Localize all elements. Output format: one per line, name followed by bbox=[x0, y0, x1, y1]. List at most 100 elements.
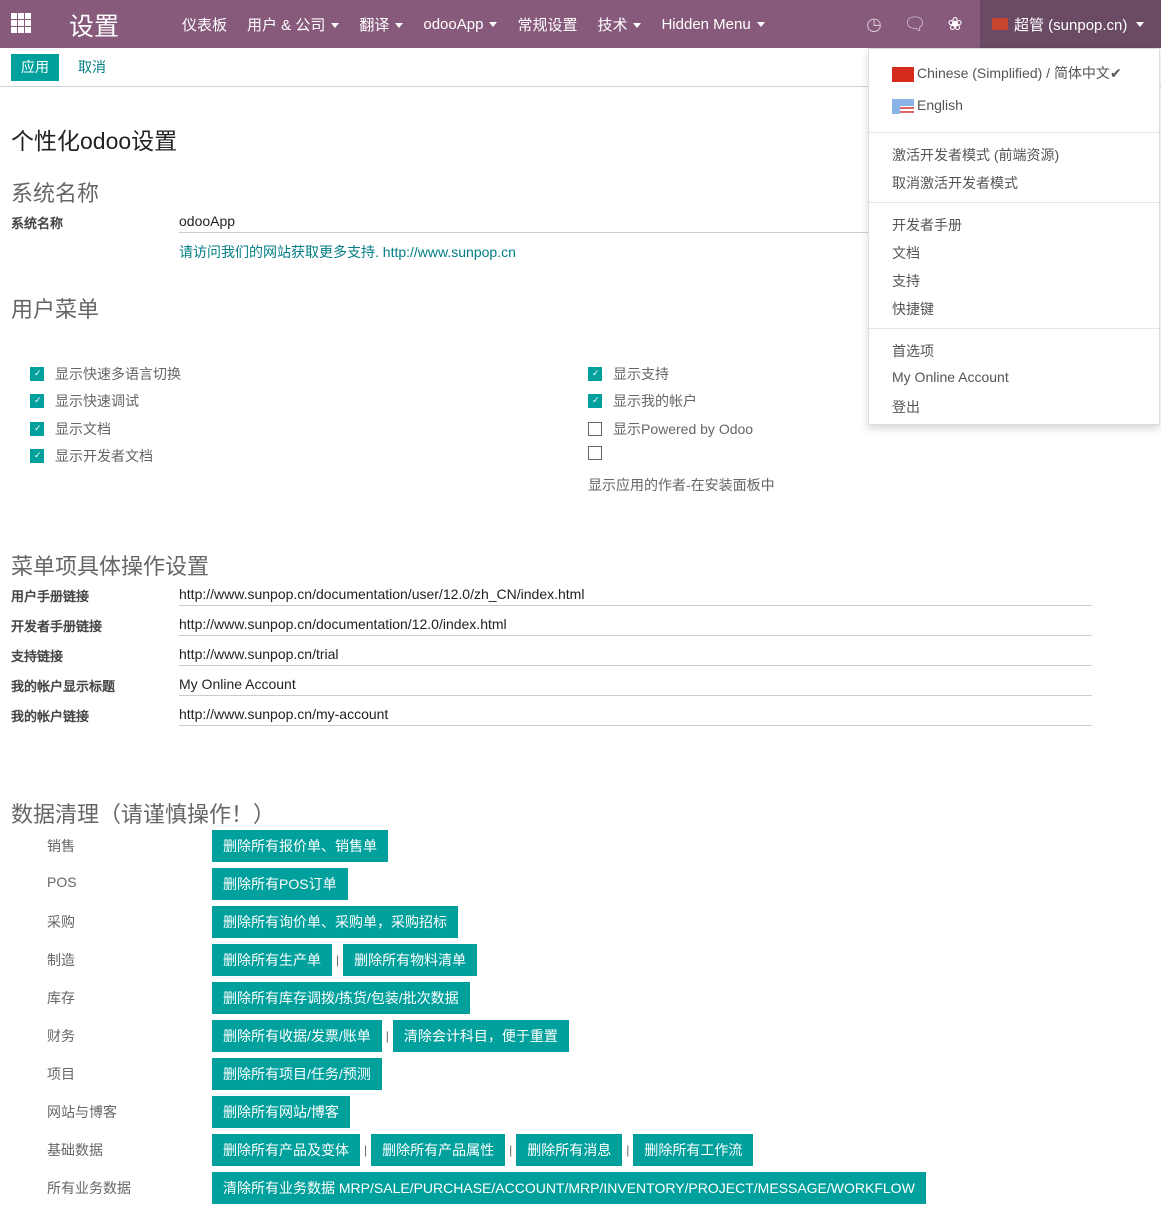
apply-button[interactable]: 应用 bbox=[11, 54, 59, 81]
dropdown-item[interactable]: My Online Account bbox=[892, 369, 1009, 385]
checkbox-option[interactable]: 显示支持 bbox=[588, 364, 669, 384]
menu-item-label: 用户 & 公司 bbox=[247, 16, 326, 34]
cleanup-label: 销售 bbox=[47, 838, 75, 854]
china-flag-icon bbox=[892, 66, 914, 82]
menu-item[interactable]: 常规设置 bbox=[507, 14, 587, 35]
menu-item[interactable]: 翻译 bbox=[349, 14, 413, 35]
cleanup-button[interactable]: 删除所有询价单、采购单，采购招标 bbox=[212, 906, 458, 938]
app-title: 设置 bbox=[69, 13, 120, 41]
menu-item-label: 翻译 bbox=[359, 16, 390, 34]
cleanup-label: 财务 bbox=[47, 1028, 75, 1044]
checkbox-option[interactable]: 显示我的帐户 bbox=[588, 391, 697, 411]
menu-item[interactable]: Hidden Menu bbox=[651, 16, 774, 33]
cleanup-button[interactable]: 删除所有网站/博客 bbox=[212, 1096, 350, 1128]
menu-item[interactable]: 技术 bbox=[587, 14, 651, 35]
checkbox[interactable] bbox=[588, 367, 602, 381]
dropdown-item[interactable]: 支持 bbox=[892, 273, 920, 289]
user-name: 超管 (sunpop.cn) bbox=[1014, 16, 1128, 34]
clock-icon[interactable]: ◷ bbox=[866, 13, 882, 34]
cleanup-button[interactable]: 删除所有物料清单 bbox=[343, 944, 478, 976]
divider bbox=[869, 328, 1159, 329]
checkbox[interactable] bbox=[30, 449, 44, 463]
field-label: 我的帐户显示标题 bbox=[11, 679, 116, 694]
section-heading: 菜单项具体操作设置 bbox=[11, 554, 210, 579]
separator: | bbox=[364, 1143, 368, 1157]
language-label: English bbox=[917, 97, 963, 113]
dropdown-item[interactable]: 文档 bbox=[892, 245, 920, 261]
cleanup-button[interactable]: 删除所有生产单 bbox=[212, 944, 332, 976]
checkbox[interactable] bbox=[30, 422, 44, 436]
link-input[interactable]: My Online Account bbox=[179, 676, 1092, 696]
cleanup-row: POS 删除所有POS订单 bbox=[0, 868, 1161, 900]
menu-item[interactable]: 用户 & 公司 bbox=[237, 14, 349, 35]
checkbox[interactable] bbox=[588, 446, 602, 460]
checkbox[interactable] bbox=[30, 367, 44, 381]
menu-item-label: odooApp bbox=[423, 15, 484, 33]
checkbox-option[interactable]: 显示文档 bbox=[30, 419, 111, 439]
field-label: 支持链接 bbox=[11, 649, 64, 664]
checkbox-option[interactable]: 显示Powered by Odoo bbox=[588, 419, 753, 439]
cleanup-button[interactable]: 删除所有产品及变体 bbox=[212, 1134, 360, 1166]
checkbox[interactable] bbox=[30, 394, 44, 408]
cleanup-button[interactable]: 删除所有项目/任务/预测 bbox=[212, 1058, 382, 1090]
cleanup-button[interactable]: 删除所有产品属性 bbox=[371, 1134, 506, 1166]
cleanup-button[interactable]: 删除所有工作流 bbox=[633, 1134, 754, 1166]
cleanup-button[interactable]: 清除所有业务数据 MRP/SALE/PURCHASE/ACCOUNT/MRP/I… bbox=[212, 1172, 926, 1204]
caret-down-icon bbox=[331, 23, 340, 29]
cleanup-label: 项目 bbox=[47, 1066, 75, 1082]
cleanup-label: 基础数据 bbox=[47, 1142, 103, 1158]
checkbox-label: 显示我的帐户 bbox=[613, 393, 697, 409]
checkbox-label: 显示文档 bbox=[55, 421, 111, 437]
cleanup-button[interactable]: 删除所有消息 bbox=[516, 1134, 623, 1166]
checkbox-option[interactable]: 显示快速调试 bbox=[30, 391, 139, 411]
checkbox-option[interactable]: 显示开发者文档 bbox=[30, 446, 153, 466]
cleanup-button[interactable]: 删除所有库存调拨/拣货/包装/批次数据 bbox=[212, 982, 470, 1014]
link-input[interactable]: http://www.sunpop.cn/documentation/12.0/… bbox=[179, 616, 1092, 636]
system-name-input[interactable]: odooApp bbox=[179, 213, 869, 233]
us-flag-icon bbox=[892, 98, 914, 114]
cleanup-row: 所有业务数据 清除所有业务数据 MRP/SALE/PURCHASE/ACCOUNT… bbox=[0, 1172, 1161, 1204]
divider bbox=[869, 132, 1159, 133]
user-menu[interactable]: 超管 (sunpop.cn) bbox=[980, 0, 1161, 48]
bug-icon[interactable]: ❀ bbox=[947, 13, 963, 34]
apps-menu-icon[interactable] bbox=[11, 13, 31, 33]
field-label: 系统名称 bbox=[11, 216, 64, 231]
chat-icon[interactable]: 🗨 bbox=[903, 13, 927, 34]
cleanup-button[interactable]: 清除会计科目，便于重置 bbox=[392, 1020, 569, 1052]
cleanup-label: 库存 bbox=[47, 990, 75, 1006]
caret-down-icon bbox=[633, 23, 642, 29]
dropdown-item[interactable]: 开发者手册 bbox=[892, 217, 962, 233]
menu-item[interactable]: 仪表板 bbox=[172, 14, 237, 35]
cleanup-button[interactable]: 删除所有报价单、销售单 bbox=[212, 830, 388, 862]
link-input[interactable]: http://www.sunpop.cn/documentation/user/… bbox=[179, 586, 1092, 606]
link-input[interactable]: http://www.sunpop.cn/my-account bbox=[179, 706, 1092, 726]
checkbox-label: 显示应用的作者-在安装面板中 bbox=[588, 477, 775, 493]
checkbox-option[interactable]: 显示快速多语言切换 bbox=[30, 364, 181, 384]
cleanup-row: 库存 删除所有库存调拨/拣货/包装/批次数据 bbox=[0, 982, 1161, 1014]
cleanup-label: 所有业务数据 bbox=[47, 1180, 131, 1196]
language-item[interactable]: Chinese (Simplified) / 简体中文✔ bbox=[892, 63, 1122, 83]
divider bbox=[869, 202, 1159, 203]
cancel-button[interactable]: 取消 bbox=[78, 59, 106, 75]
cleanup-button[interactable]: 删除所有POS订单 bbox=[212, 868, 348, 900]
checkbox-label: 显示支持 bbox=[613, 366, 669, 382]
dropdown-item[interactable]: 快捷键 bbox=[892, 301, 934, 317]
link-input[interactable]: http://www.sunpop.cn/trial bbox=[179, 646, 1092, 666]
cleanup-button[interactable]: 删除所有收据/发票/账单 bbox=[212, 1020, 382, 1052]
checkbox[interactable] bbox=[588, 394, 602, 408]
language-item[interactable]: English bbox=[892, 97, 963, 114]
caret-down-icon bbox=[395, 23, 404, 29]
checkbox[interactable] bbox=[588, 422, 602, 436]
checkbox-option[interactable] bbox=[588, 446, 613, 460]
menu-item[interactable]: odooApp bbox=[413, 16, 507, 33]
dropdown-item[interactable]: 取消激活开发者模式 bbox=[892, 175, 1018, 191]
cleanup-row: 销售 删除所有报价单、销售单 bbox=[0, 830, 1161, 862]
cleanup-label: 网站与博客 bbox=[47, 1104, 117, 1120]
dropdown-item[interactable]: 激活开发者模式 (前端资源) bbox=[892, 147, 1060, 163]
check-icon: ✔ bbox=[1109, 65, 1122, 81]
dropdown-item[interactable]: 登出 bbox=[892, 399, 920, 415]
checkbox-label: 显示Powered by Odoo bbox=[613, 421, 754, 437]
language-label: Chinese (Simplified) / 简体中文 bbox=[917, 65, 1110, 81]
user-dropdown: Chinese (Simplified) / 简体中文✔ English 激活开发者… bbox=[868, 48, 1160, 425]
dropdown-item[interactable]: 首选项 bbox=[892, 343, 934, 359]
